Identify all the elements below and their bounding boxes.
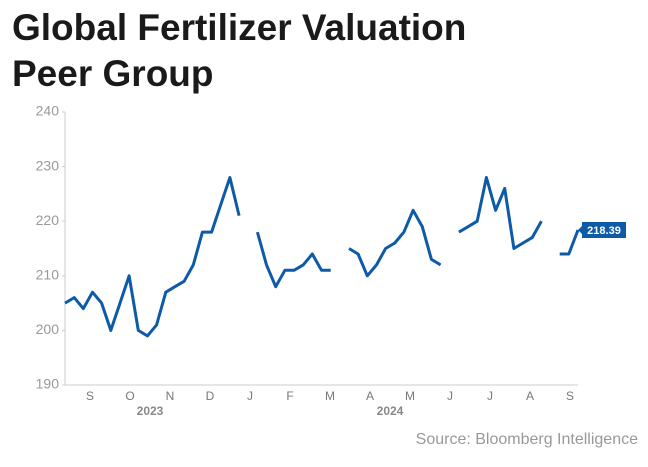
chart-title: Global Fertilizer Valuation <box>12 7 466 48</box>
year-label: 2023 <box>137 404 164 418</box>
y-tick-label: 240 <box>36 103 60 119</box>
x-tick-label: J <box>487 389 493 403</box>
year-label: 2024 <box>377 404 404 418</box>
x-tick-label: M <box>405 389 415 403</box>
x-tick-label: M <box>325 389 335 403</box>
x-tick-label: D <box>206 389 215 403</box>
x-tick-label: A <box>366 389 374 403</box>
x-tick-label: J <box>247 389 253 403</box>
y-tick-label: 220 <box>36 212 60 228</box>
x-tick-label: O <box>125 389 134 403</box>
line <box>64 176 580 338</box>
y-tick-label: 230 <box>36 157 60 173</box>
chart-title: Peer Group <box>12 53 214 94</box>
x-tick-label: A <box>526 389 534 403</box>
y-tick-label: 190 <box>36 376 60 392</box>
end-label-box <box>582 221 626 238</box>
end-label-pointer <box>578 224 583 235</box>
x-tick-label: J <box>447 389 453 403</box>
end-label: 218.39 <box>587 225 621 237</box>
x-tick-label: S <box>566 389 574 403</box>
y-tick-label: 200 <box>36 321 60 337</box>
y-tick-label: 210 <box>36 267 60 283</box>
source: Source: Bloomberg Intelligence <box>416 431 638 448</box>
x-tick-label: F <box>286 389 293 403</box>
x-tick-label: S <box>86 389 94 403</box>
x-tick-label: N <box>166 389 175 403</box>
